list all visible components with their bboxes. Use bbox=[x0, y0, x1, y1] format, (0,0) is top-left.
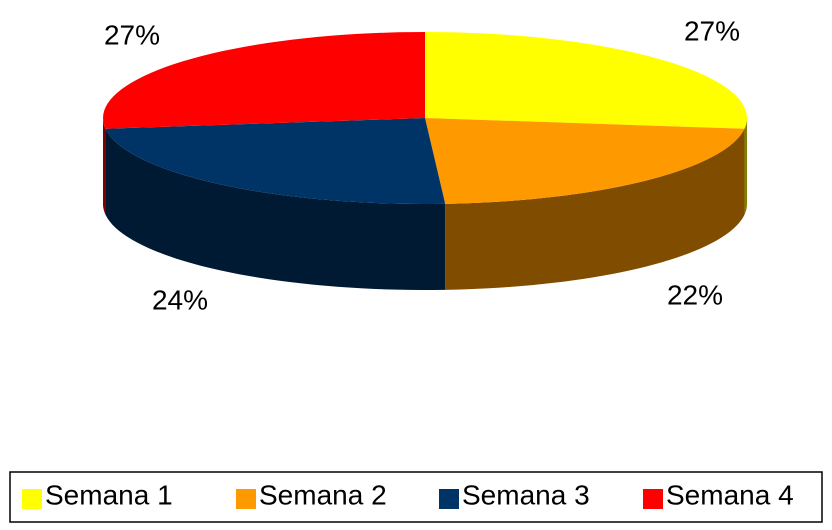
data-label: 24% bbox=[152, 284, 208, 315]
legend-label: Semana 3 bbox=[462, 479, 590, 510]
legend-swatch bbox=[439, 489, 459, 509]
slice-side bbox=[744, 118, 747, 215]
data-label: 27% bbox=[684, 15, 740, 46]
legend-swatch bbox=[643, 489, 663, 509]
data-label: 27% bbox=[104, 19, 160, 50]
legend-label: Semana 4 bbox=[666, 479, 794, 510]
slice bbox=[103, 32, 425, 129]
data-label: 22% bbox=[667, 279, 723, 310]
slice bbox=[425, 32, 747, 129]
legend-swatch bbox=[236, 489, 256, 509]
legend-box bbox=[9, 471, 823, 523]
legend-label: Semana 2 bbox=[259, 479, 387, 510]
legend-label: Semana 1 bbox=[45, 479, 173, 510]
slice-side bbox=[445, 128, 745, 290]
slice bbox=[425, 118, 745, 204]
slice bbox=[105, 118, 446, 204]
legend-swatch bbox=[22, 489, 42, 509]
slice-side bbox=[105, 128, 446, 290]
slice-side bbox=[103, 118, 106, 215]
